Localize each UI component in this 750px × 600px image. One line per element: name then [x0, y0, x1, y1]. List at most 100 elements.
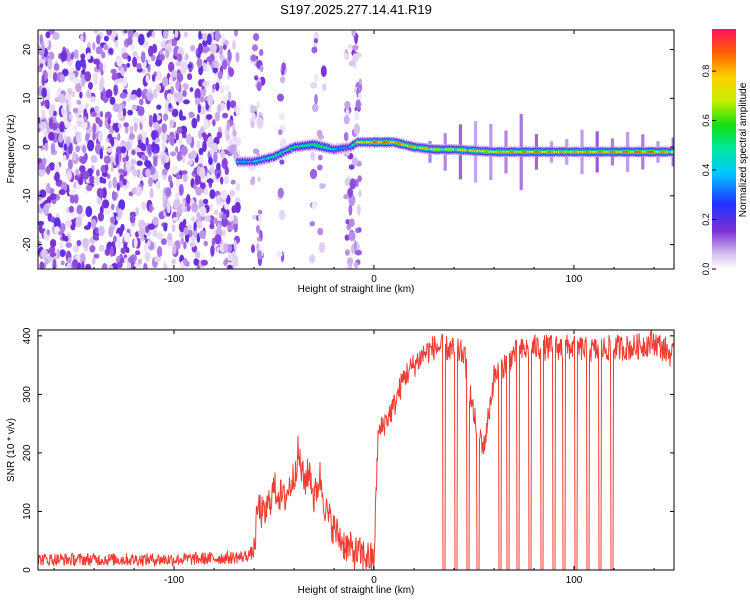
heatmap-cell — [65, 93, 72, 100]
heatmap-cell — [178, 184, 184, 196]
heatmap-cell — [60, 50, 68, 62]
heatmap-cell — [183, 257, 188, 266]
heatmap-cell — [251, 44, 259, 52]
heatmap-cell — [196, 113, 200, 123]
heatmap-cell — [143, 262, 148, 269]
heatmap-cell — [207, 94, 214, 106]
heatmap-cell — [97, 131, 103, 143]
heatmap-cell — [196, 57, 203, 68]
heatmap-cell — [95, 46, 103, 55]
heatmap-cell — [93, 30, 99, 35]
heatmap-cell — [39, 96, 44, 103]
heatmap-cell — [132, 117, 140, 124]
colorbar-tick-label: 0.0 — [701, 263, 711, 276]
heatmap-cell — [147, 57, 152, 65]
heatmap-cell — [179, 232, 185, 238]
heatmap-cell — [162, 140, 166, 153]
heatmap-cell — [161, 131, 168, 142]
colorbar-gradient — [712, 29, 736, 269]
heatmap-cell — [120, 247, 127, 255]
heatmap-cell — [154, 255, 162, 263]
heatmap-cell — [102, 199, 110, 209]
heatmap-cell — [123, 64, 128, 72]
heatmap-cell — [45, 165, 51, 175]
heatmap-cell — [344, 177, 352, 187]
heatmap-cell — [144, 160, 151, 167]
heatmap-cell — [165, 42, 172, 50]
heatmap-cell — [202, 81, 208, 87]
heatmap-cell — [38, 169, 45, 177]
heatmap-cell — [138, 227, 145, 237]
heatmap-cell — [81, 69, 86, 75]
heatmap-cell — [256, 101, 260, 109]
heatmap-cell — [70, 53, 74, 60]
heatmap-cell — [189, 241, 196, 248]
heatmap-xlabel: Height of straight line (km) — [298, 284, 415, 295]
heatmap-cell — [72, 245, 80, 253]
heatmap-cell — [279, 76, 286, 84]
heatmap-cell — [207, 136, 214, 149]
heatmap-cell — [99, 148, 104, 160]
heatmap-cell — [229, 215, 235, 222]
heatmap-cell — [112, 176, 117, 189]
heatmap-frame — [37, 29, 675, 270]
heatmap-cell — [202, 198, 209, 205]
heatmap-cell — [118, 168, 124, 174]
heatmap-cell — [97, 212, 104, 222]
heatmap-cell — [103, 155, 111, 164]
snr-ytick-label: 100 — [22, 503, 33, 520]
heatmap-cell — [84, 152, 88, 162]
heatmap-cell — [232, 40, 236, 50]
heatmap-cell — [136, 63, 142, 70]
heatmap-cell — [73, 49, 79, 60]
heatmap-cell — [217, 70, 223, 80]
heatmap-cell — [135, 186, 143, 196]
heatmap-cell — [200, 259, 208, 266]
heatmap-cell — [128, 133, 135, 140]
heatmap-cell — [320, 65, 327, 77]
heatmap-cell — [133, 237, 138, 248]
heatmap-cell — [78, 176, 84, 186]
heatmap-cell — [257, 209, 263, 215]
heatmap-cell — [99, 111, 104, 118]
heatmap-cell — [150, 166, 156, 175]
heatmap-cell — [229, 100, 237, 109]
heatmap-cell — [198, 30, 202, 40]
heatmap-cell — [201, 132, 207, 138]
heatmap-cell — [58, 133, 64, 144]
heatmap-cell — [102, 263, 108, 269]
heatmap-cell — [67, 159, 73, 170]
heatmap-cell — [122, 76, 128, 87]
heatmap-cell — [196, 220, 203, 229]
heatmap-cell — [171, 259, 176, 264]
heatmap-cell — [278, 112, 286, 121]
heatmap-cell — [183, 174, 188, 183]
heatmap-cell — [148, 114, 153, 122]
heatmap-cell — [173, 97, 178, 103]
snr-ytick-label: 0 — [22, 567, 33, 573]
heatmap-cell — [77, 117, 84, 123]
heatmap-cell — [135, 207, 140, 216]
heatmap-cell — [163, 30, 169, 40]
heatmap-cell — [85, 206, 93, 218]
heatmap-cell — [125, 247, 130, 254]
heatmap-cell — [219, 44, 223, 57]
heatmap-cell — [148, 45, 154, 57]
snr-plot-area — [38, 330, 674, 570]
heatmap-cell — [64, 121, 71, 129]
heatmap-cell — [75, 145, 81, 153]
heatmap-cell — [219, 84, 225, 94]
heatmap-cell — [92, 257, 96, 265]
heatmap-cell — [61, 106, 65, 116]
heatmap-xtick-label: 0 — [371, 274, 377, 285]
heatmap-cell — [173, 199, 179, 210]
heatmap-cell — [143, 88, 148, 95]
heatmap-cell — [354, 249, 362, 256]
heatmap-cell — [82, 145, 87, 154]
heatmap-cell — [119, 174, 124, 181]
colorbar: 0.0 0.2 0.4 0.6 0.8 Normalized spectral ampl… — [701, 29, 749, 275]
heatmap-cell — [160, 40, 167, 49]
heatmap-cell — [95, 227, 99, 235]
heatmap-cell — [84, 71, 92, 82]
